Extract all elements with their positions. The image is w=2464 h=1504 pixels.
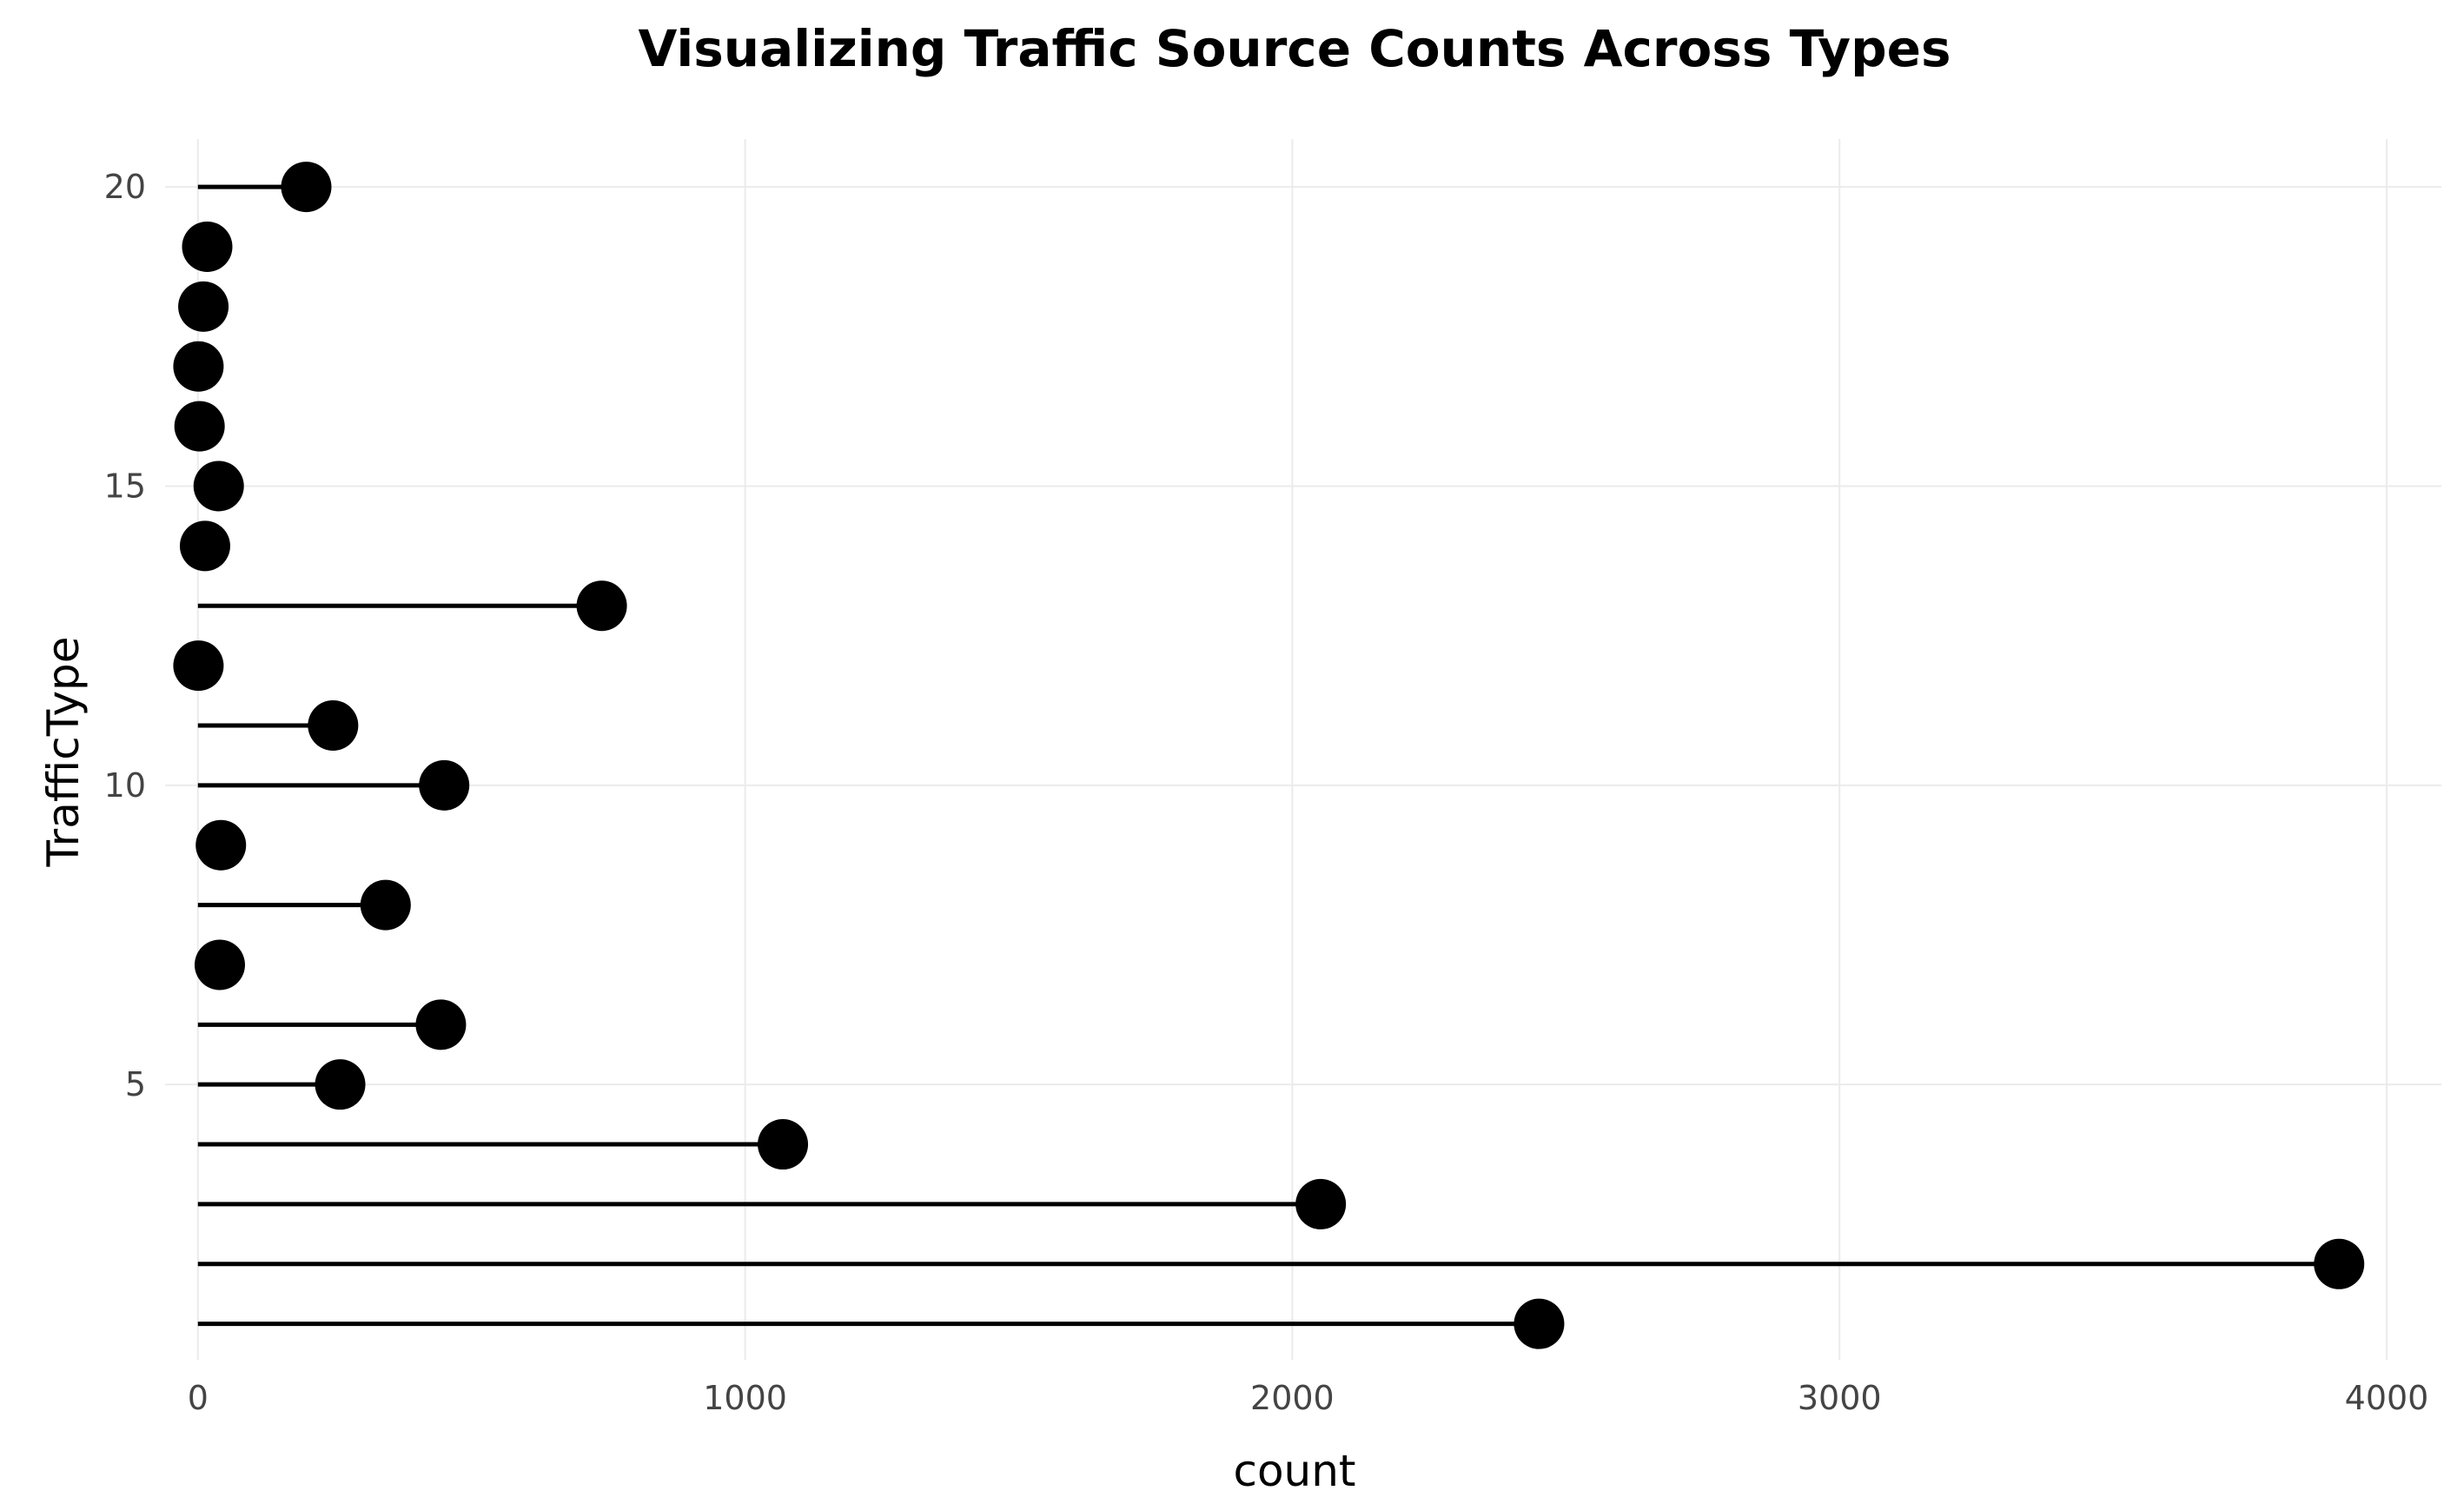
lollipop-point [1514,1298,1565,1349]
y-tick-label: 10 [104,766,146,805]
lollipop-point [195,819,247,871]
stem-layer [197,184,2340,1327]
tick-label-layer: 0 1000 2000 3000 4000 5 10 15 20 [104,168,2429,1417]
x-tick-label: 0 [188,1379,209,1417]
lollipop-point [182,221,233,272]
lollipop-point [308,699,359,751]
lollipop-point [173,341,224,392]
dot-layer [173,162,2365,1349]
lollipop-point [179,520,230,572]
grid-layer [165,139,2441,1360]
lollipop-point [576,580,627,632]
lollipop-point [415,999,467,1050]
y-tick-label: 20 [104,168,146,206]
lollipop-point [2314,1238,2365,1289]
x-axis-title: count [1233,1446,1355,1496]
x-tick-label: 3000 [1798,1379,1882,1417]
lollipop-point [193,460,244,512]
lollipop-point [758,1119,809,1170]
x-tick-label: 4000 [2345,1379,2429,1417]
y-axis-title: TrafficType [38,636,89,867]
lollipop-point [360,879,411,931]
x-tick-label: 1000 [703,1379,787,1417]
lollipop-point [194,939,245,991]
y-tick-label: 15 [104,467,146,505]
lollipop-point [1295,1178,1347,1229]
y-tick-label: 5 [125,1065,146,1103]
lollipop-point [281,162,332,213]
chart-title: Visualizing Traffic Source Counts Across… [639,19,1951,78]
lollipop-point [173,640,224,692]
lollipop-point [315,1059,366,1110]
lollipop-point [174,401,225,452]
x-tick-label: 2000 [1250,1379,1335,1417]
lollipop-point [178,281,229,332]
lollipop-point [419,759,470,811]
